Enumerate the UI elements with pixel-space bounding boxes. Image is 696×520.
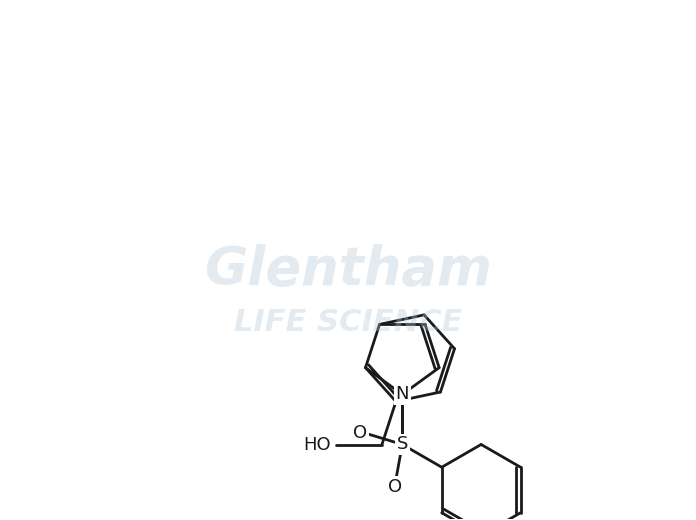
Text: HO: HO: [303, 436, 331, 454]
Text: S: S: [397, 435, 408, 453]
Text: LIFE SCIENCE: LIFE SCIENCE: [234, 307, 462, 336]
Text: N: N: [395, 385, 409, 404]
Text: Glentham: Glentham: [204, 244, 492, 296]
Text: O: O: [388, 478, 402, 496]
Text: O: O: [353, 424, 367, 442]
